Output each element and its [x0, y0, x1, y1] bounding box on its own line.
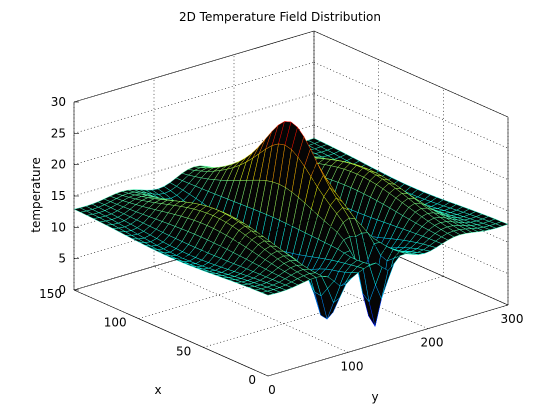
x-tick-label: 100 [104, 316, 127, 330]
gridline-z [313, 62, 509, 149]
axis-line-y [267, 304, 509, 377]
gridline-y [233, 242, 429, 329]
z-tick-label: 10 [51, 220, 66, 234]
gridline-z [313, 124, 509, 212]
x-tick-label: 0 [248, 373, 256, 387]
z-tick-label: 25 [51, 126, 66, 140]
axes [73, 30, 509, 377]
x-tick-label: 150 [39, 287, 62, 301]
z-tick-label: 20 [51, 158, 66, 172]
axis-line-x [73, 289, 269, 377]
surface-mesh [73, 121, 509, 327]
z-tick-label: 5 [58, 252, 66, 266]
box-edge [73, 30, 315, 103]
gridline-z [73, 62, 315, 134]
z-tick-label: 30 [51, 95, 66, 109]
chart-title: 2D Temperature Field Distribution [179, 10, 381, 24]
y-tick-label: 100 [341, 359, 364, 373]
box-edge [313, 218, 509, 306]
x-axis-label: x [154, 383, 161, 397]
z-tick-label: 15 [51, 189, 66, 203]
y-tick-label: 300 [501, 312, 524, 326]
y-tick-label: 0 [268, 383, 276, 397]
gridline-z [313, 93, 509, 180]
box-edge [313, 30, 509, 118]
z-tick-label: 0 [58, 283, 66, 297]
y-tick-label: 200 [421, 336, 444, 350]
gridline-y [153, 266, 349, 353]
x-tick-label: 50 [176, 344, 191, 358]
surface-cell [260, 290, 275, 296]
y-axis-label: y [371, 390, 378, 404]
z-axis-label: temperature [29, 157, 43, 232]
box-edge [73, 218, 315, 291]
